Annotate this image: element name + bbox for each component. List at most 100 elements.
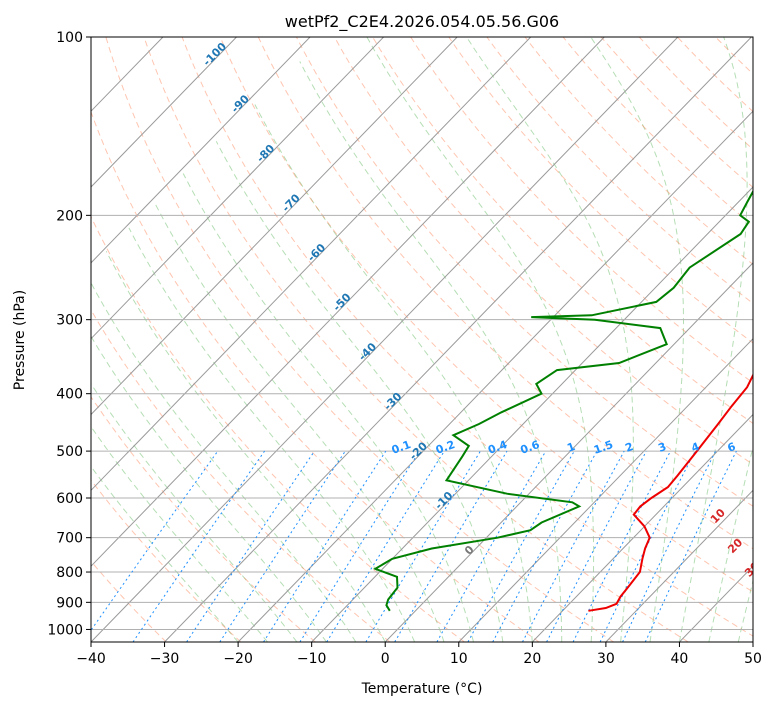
x-tick-label: 10 (450, 651, 468, 667)
adiabat-label: 10 (708, 506, 728, 526)
mixing-ratio-label: 0.6 (519, 438, 542, 457)
isotherm-line (311, 186, 753, 642)
dry-adiabat-line (448, 37, 753, 344)
isotherm-line (752, 641, 753, 642)
isotherm-line (91, 37, 605, 567)
mixing-ratio-line (572, 450, 671, 642)
adiabat-label: 40 (760, 584, 775, 604)
mixing-ratio-line (263, 450, 387, 642)
x-tick-label: 50 (744, 651, 762, 667)
dry-adiabat-line (91, 308, 391, 642)
dry-adiabat-line (410, 37, 753, 384)
mixing-ratio-label: 0.1 (390, 438, 413, 457)
y-tick-label: 200 (56, 208, 83, 224)
y-tick-label: 100 (56, 30, 83, 46)
pressure-gridlines (91, 37, 753, 630)
isotherm-line (91, 37, 237, 188)
mixing-ratio-lines (91, 450, 737, 642)
x-tick-label: −30 (150, 651, 180, 667)
mixing-ratio-line (622, 450, 717, 642)
mixing-ratio-line (492, 450, 598, 642)
dry-adiabat-line (91, 110, 540, 642)
moist-adiabat-line (299, 61, 563, 642)
x-tick-label: 40 (671, 651, 689, 667)
mixing-ratio-line (299, 450, 420, 642)
y-tick-label: 900 (56, 595, 83, 611)
mixing-ratio-line (91, 450, 219, 632)
mixing-ratio-line (326, 450, 445, 642)
dry-adiabats (91, 37, 753, 642)
isotherms (91, 37, 753, 642)
dry-adiabat-line (333, 37, 753, 466)
isotherm-label: -50 (330, 290, 353, 313)
moist-adiabat-line (466, 37, 634, 642)
dry-adiabat-line (295, 37, 753, 507)
mixing-ratio-label: 4 (690, 440, 702, 455)
dry-adiabat-line (91, 479, 242, 642)
mixing-ratio-label: 1 (565, 440, 577, 455)
isotherm-line (237, 110, 753, 642)
plot-frame (90, 36, 754, 643)
mixing-ratio-label: 8 (755, 440, 767, 455)
temperature-profile (588, 373, 753, 612)
moist-adiabat-line (91, 281, 357, 642)
moist-adiabat-line (737, 579, 753, 642)
mixing-ratio-line (436, 450, 547, 642)
dry-adiabat-line (752, 37, 753, 38)
moist-adiabat-line (708, 444, 753, 642)
x-tick-label: −20 (223, 651, 253, 667)
isotherm-label: -60 (305, 241, 328, 264)
mixing-ratio-label: 0.2 (434, 438, 457, 457)
x-tick-label: 20 (523, 651, 541, 667)
dry-adiabat-line (105, 37, 614, 642)
isotherm-line (458, 337, 753, 642)
moist-adiabat-line (678, 37, 748, 642)
mixing-ratio-line (467, 450, 575, 642)
x-axis-title: Temperature (°C) (361, 681, 483, 697)
chart-title: wetPf2_C2E4.2026.054.05.56.G06 (285, 12, 559, 32)
mixing-ratio-label: 3 (657, 440, 669, 455)
isopleth-labels: -100-90-80-70-60-50-40-30-20-1000.1 0.2 0.… (200, 40, 775, 604)
dry-adiabat-line (181, 37, 753, 637)
mixing-ratio-label: 6 (726, 440, 738, 455)
moist-adiabat-line (128, 227, 416, 642)
moist-adiabat-line (254, 104, 533, 642)
dry-adiabat-line (91, 215, 465, 642)
mixing-ratio-line (599, 450, 696, 642)
dry-adiabat-line (143, 37, 689, 642)
moist-adiabat-line (105, 251, 386, 642)
moist-adiabats (91, 37, 753, 642)
x-axis: −40 −30 −20 −10 0 10 20 30 40 50 (76, 642, 762, 667)
moist-adiabat-line (91, 335, 327, 642)
profile-series (372, 189, 753, 612)
y-axis-title: Pressure (hPa) (12, 290, 28, 390)
dry-adiabat-line (372, 37, 753, 424)
moist-adiabat-line (91, 425, 268, 642)
dry-adiabat-line (257, 37, 753, 550)
isotherm-line (605, 489, 753, 642)
x-tick-label: −10 (297, 651, 327, 667)
x-tick-label: 30 (597, 651, 615, 667)
isotherm-label: -90 (229, 92, 252, 115)
mixing-ratio-label: 2 (623, 440, 635, 455)
y-tick-label: 700 (56, 531, 83, 547)
y-axis: 100 200 300 400 500 600 700 800 900 1000 (47, 30, 91, 638)
isotherm-line (91, 37, 311, 264)
isotherm-label: -40 (356, 340, 379, 363)
isotherm-line (384, 262, 753, 642)
mixing-ratio-line (644, 450, 737, 642)
isotherm-line (531, 413, 753, 642)
isotherm-line (91, 37, 679, 642)
x-tick-label: −40 (76, 651, 106, 667)
plot-area: -100-90-80-70-60-50-40-30-20-1000.1 0.2 0.… (91, 37, 775, 642)
isotherm-label: -100 (200, 40, 229, 69)
mixing-ratio-line (546, 450, 647, 642)
moist-adiabat-line (91, 465, 239, 642)
y-tick-label: 300 (56, 313, 83, 329)
mixing-ratio-line (522, 450, 625, 642)
y-tick-label: 500 (56, 444, 83, 460)
dry-adiabat-line (91, 395, 316, 642)
moist-adiabat-line (182, 173, 474, 642)
y-tick-label: 1000 (47, 622, 83, 638)
